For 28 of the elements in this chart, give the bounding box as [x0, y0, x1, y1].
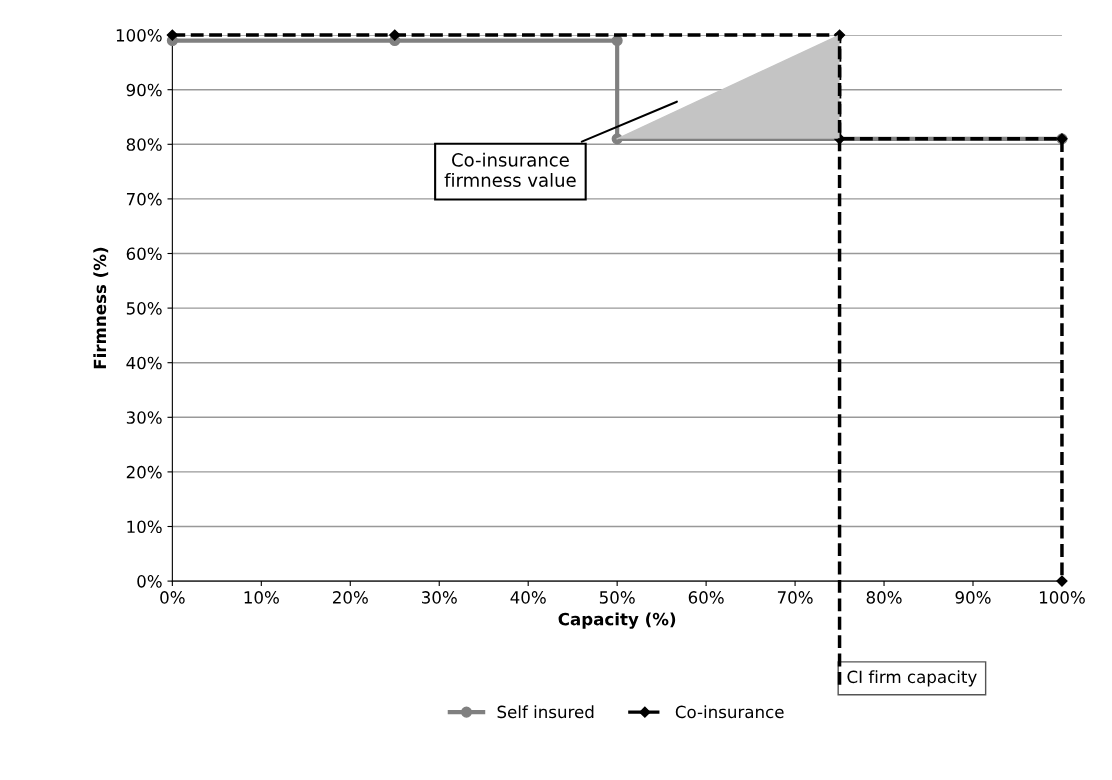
x-tick-label: 60%	[688, 591, 724, 604]
x-tick-label: 20%	[332, 591, 368, 604]
y-tick-label: 20%	[126, 465, 162, 479]
x-tick-label: 0%	[160, 591, 185, 604]
x-tick-label: 70%	[777, 591, 813, 604]
annotation: Co-insurance firmness value	[444, 152, 576, 187]
y-tick-label: 10%	[127, 520, 162, 534]
y-tick-label: 100%	[116, 29, 162, 42]
x-tick-label: 50%	[599, 591, 635, 604]
y-tick-label: 0%	[137, 575, 162, 588]
y-axis-title: Firmness (%)	[93, 247, 109, 369]
x-tick-label: 40%	[510, 591, 546, 604]
y-tick-label: 40%	[126, 356, 162, 370]
y-tick-label: 60%	[126, 247, 162, 261]
legend-label: Co-insurance	[675, 705, 784, 719]
x-axis-title: Capacity (%)	[558, 612, 676, 629]
legend-label: Self insured	[497, 705, 594, 719]
y-tick-label: 50%	[126, 302, 162, 315]
x-tick-label: 80%	[866, 591, 902, 604]
y-tick-label: 70%	[126, 192, 162, 206]
x-tick-label: 100%	[1039, 591, 1085, 604]
y-tick-label: 90%	[126, 83, 162, 97]
x-tick-label: 30%	[421, 591, 457, 604]
x-tick-label: 90%	[955, 591, 991, 604]
ref-line-label: CI firm capacity	[847, 670, 977, 687]
x-tick-label: 10%	[244, 591, 279, 604]
y-tick-label: 30%	[126, 411, 162, 424]
y-tick-label: 80%	[126, 138, 162, 151]
